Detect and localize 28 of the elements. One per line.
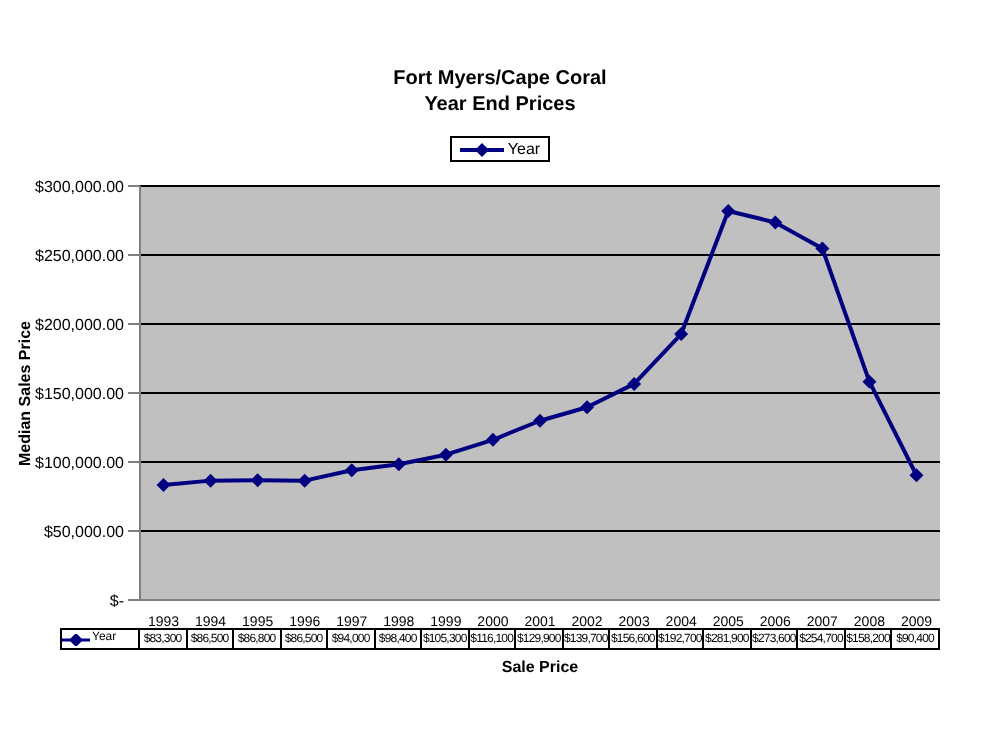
point [344, 463, 359, 478]
y-tick-label: $250,000.00 [35, 246, 126, 265]
point [203, 473, 218, 488]
point [438, 447, 453, 462]
y-tick-label: $200,000.00 [35, 315, 126, 334]
point [674, 327, 689, 342]
chart-title: Fort Myers/Cape Coral Year End Prices [391, 66, 609, 118]
x-axis-title: Sale Price [499, 658, 581, 676]
point [721, 203, 736, 218]
y-tick-label: $300,000.00 [35, 177, 126, 196]
point [156, 478, 171, 493]
y-tick-label: $- [109, 591, 125, 610]
point [815, 241, 830, 256]
point [485, 432, 500, 447]
y-tick-label: $150,000.00 [35, 384, 126, 403]
point [250, 473, 265, 488]
y-tick-label: $50,000.00 [43, 522, 126, 541]
y-tick-label: $100,000.00 [35, 453, 126, 472]
y-axis-title: Median Sales Price [16, 318, 34, 470]
point [533, 413, 547, 428]
point [391, 457, 406, 472]
point [768, 215, 783, 230]
point [627, 376, 642, 391]
point [297, 473, 312, 488]
point [909, 468, 924, 483]
legend-label: Year [507, 140, 541, 158]
point [862, 374, 877, 389]
point [580, 400, 595, 415]
